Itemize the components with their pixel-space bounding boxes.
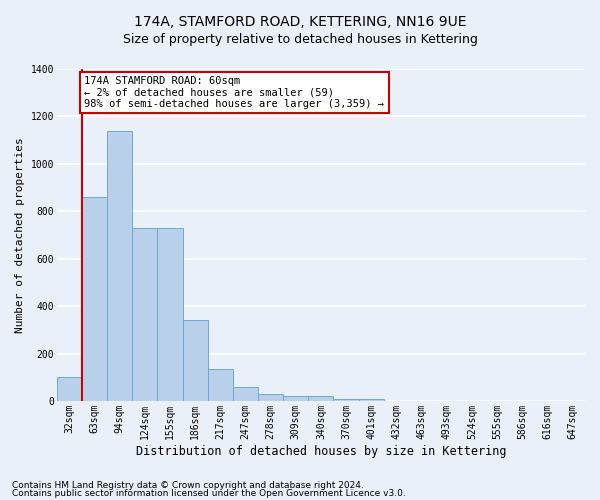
Bar (157, 228, 182, 401)
Bar (132, 228, 157, 401)
Bar (359, 398, 384, 401)
Bar (308, 396, 334, 401)
Y-axis label: Number of detached properties: Number of detached properties (15, 137, 25, 333)
Bar (107, 130, 132, 401)
Bar (208, 369, 233, 401)
Bar (334, 398, 359, 401)
Bar (258, 394, 283, 401)
Text: Contains public sector information licensed under the Open Government Licence v3: Contains public sector information licen… (12, 489, 406, 498)
Text: 174A, STAMFORD ROAD, KETTERING, NN16 9UE: 174A, STAMFORD ROAD, KETTERING, NN16 9UE (134, 15, 466, 29)
Bar (57, 377, 82, 401)
Bar (233, 386, 258, 401)
Bar (182, 320, 208, 401)
Text: Contains HM Land Registry data © Crown copyright and database right 2024.: Contains HM Land Registry data © Crown c… (12, 480, 364, 490)
Bar (283, 396, 308, 401)
X-axis label: Distribution of detached houses by size in Kettering: Distribution of detached houses by size … (136, 444, 506, 458)
Text: 174A STAMFORD ROAD: 60sqm
← 2% of detached houses are smaller (59)
98% of semi-d: 174A STAMFORD ROAD: 60sqm ← 2% of detach… (85, 76, 385, 110)
Text: Size of property relative to detached houses in Kettering: Size of property relative to detached ho… (122, 32, 478, 46)
Bar (82, 197, 107, 401)
